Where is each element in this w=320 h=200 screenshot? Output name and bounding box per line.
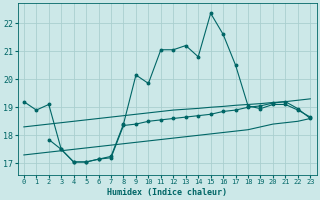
X-axis label: Humidex (Indice chaleur): Humidex (Indice chaleur) [107,188,227,197]
